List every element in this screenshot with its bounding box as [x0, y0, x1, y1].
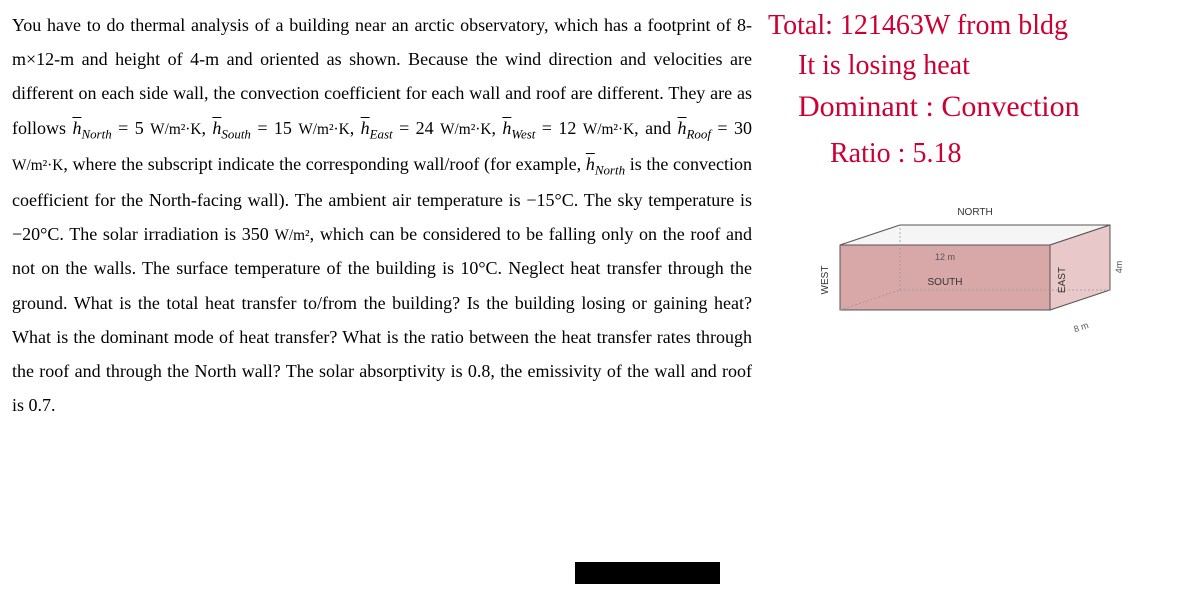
dim-8m: 8 m [1072, 320, 1089, 334]
east-label: EAST [1057, 267, 1068, 293]
text-line: You have to do thermal analysis of a bui… [12, 15, 548, 35]
h-north-value: = 5 [112, 118, 150, 138]
height-value: 4-m [190, 49, 219, 69]
h-east-value: = 24 [393, 118, 440, 138]
text-line: coefficient for the North-facing wall). … [12, 190, 521, 210]
h-east-subscript: East [370, 126, 393, 141]
h-symbol: h [678, 118, 687, 138]
absorptivity-value: 0.8 [468, 361, 491, 381]
annotation-dominant: Dominant : Convection [798, 86, 1080, 128]
h-roof-value: = 30 [711, 118, 752, 138]
unit: W/m²·K [440, 121, 491, 138]
emissivity-value: 0.7 [29, 395, 52, 415]
separator: , [491, 118, 502, 138]
h-north-subscript: North [595, 162, 625, 177]
south-label: SOUTH [928, 277, 963, 288]
text-line: is the convection [625, 154, 752, 174]
text-line: , [310, 224, 315, 244]
and-text: , and [634, 118, 677, 138]
h-south-subscript: South [221, 126, 251, 141]
text-line: , where the subscript [63, 154, 212, 174]
h-west-subscript: West [511, 126, 535, 141]
annotation-losing: It is losing heat [798, 46, 970, 85]
text-line: and through the North wall? The solar ab… [75, 361, 468, 381]
text-line: . Neglect heat transfer [498, 258, 662, 278]
h-west-value: = 12 [535, 118, 582, 138]
h-north-subscript: North [81, 126, 111, 141]
text-line: and oriented as [219, 49, 341, 69]
text-line: , the emissivity of [490, 361, 621, 381]
h-symbol: h [586, 154, 595, 174]
separator: , [201, 118, 212, 138]
text-line: and height of [74, 49, 190, 69]
surface-temp: 10°C [460, 258, 497, 278]
annotation-total: Total: 121463W from bldg [768, 6, 1068, 45]
dim-12m: 12 m [935, 252, 955, 262]
text-line: . [51, 395, 56, 415]
unit: W/m² [274, 227, 309, 244]
west-label: WEST [820, 266, 831, 295]
redaction-box [575, 562, 720, 584]
separator: , [350, 118, 361, 138]
dim-4m: 4m [1114, 261, 1124, 274]
unit: W/m²·K [12, 157, 63, 174]
h-symbol: h [361, 118, 370, 138]
unit: W/m²·K [583, 121, 634, 138]
building-diagram: NORTH SOUTH WEST EAST 12 m 8 m 4m [800, 205, 1140, 405]
text-line: The surface temperature of the building … [142, 258, 460, 278]
text-line: wall, the convection coefficient for eac… [173, 83, 732, 103]
unit: W/m²·K [150, 121, 201, 138]
text-line: which has a footprint of [554, 15, 737, 35]
h-south-value: = 15 [251, 118, 298, 138]
text-line: indicate the corresponding wall/roof (fo… [217, 154, 585, 174]
h-roof-subscript: Roof [687, 126, 711, 141]
north-label: NORTH [957, 207, 992, 218]
unit: W/m²·K [298, 121, 349, 138]
problem-text: You have to do thermal analysis of a bui… [12, 8, 752, 422]
annotation-ratio: Ratio : 5.18 [830, 134, 961, 173]
